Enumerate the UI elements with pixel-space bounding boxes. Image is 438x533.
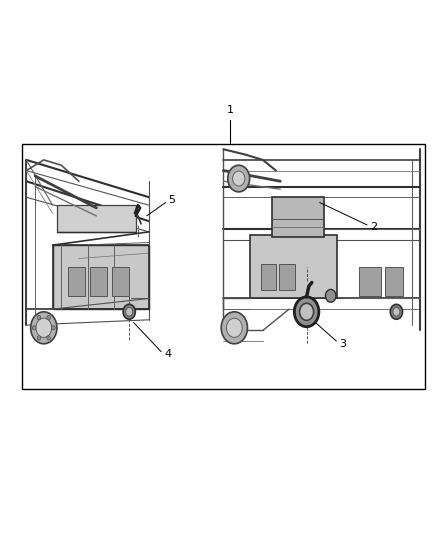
Circle shape	[228, 165, 250, 192]
Bar	[279, 264, 295, 290]
Circle shape	[37, 336, 41, 340]
Circle shape	[294, 297, 319, 327]
Bar	[53, 245, 149, 309]
Circle shape	[31, 312, 57, 344]
Circle shape	[233, 171, 245, 186]
Bar	[57, 205, 136, 232]
Circle shape	[300, 303, 314, 320]
Circle shape	[393, 308, 400, 316]
Circle shape	[325, 289, 336, 302]
Circle shape	[221, 312, 247, 344]
Text: 2: 2	[370, 222, 377, 231]
Circle shape	[123, 304, 135, 319]
Text: 1: 1	[226, 104, 233, 115]
Bar	[22, 144, 425, 389]
Bar	[261, 264, 276, 290]
Circle shape	[52, 326, 55, 330]
Circle shape	[226, 318, 242, 337]
Circle shape	[126, 308, 133, 316]
Bar	[53, 245, 149, 309]
Circle shape	[37, 316, 41, 320]
Circle shape	[32, 326, 36, 330]
Circle shape	[47, 336, 50, 340]
Text: 3: 3	[339, 339, 346, 349]
Circle shape	[47, 316, 50, 320]
Circle shape	[390, 304, 403, 319]
Bar	[250, 235, 337, 298]
Bar	[68, 266, 85, 296]
Text: 4: 4	[164, 350, 171, 359]
Bar	[272, 197, 324, 237]
Bar	[112, 266, 129, 296]
Bar	[90, 266, 107, 296]
Text: 5: 5	[169, 195, 176, 205]
Bar	[385, 266, 403, 296]
Bar	[359, 266, 381, 296]
Circle shape	[36, 318, 52, 337]
